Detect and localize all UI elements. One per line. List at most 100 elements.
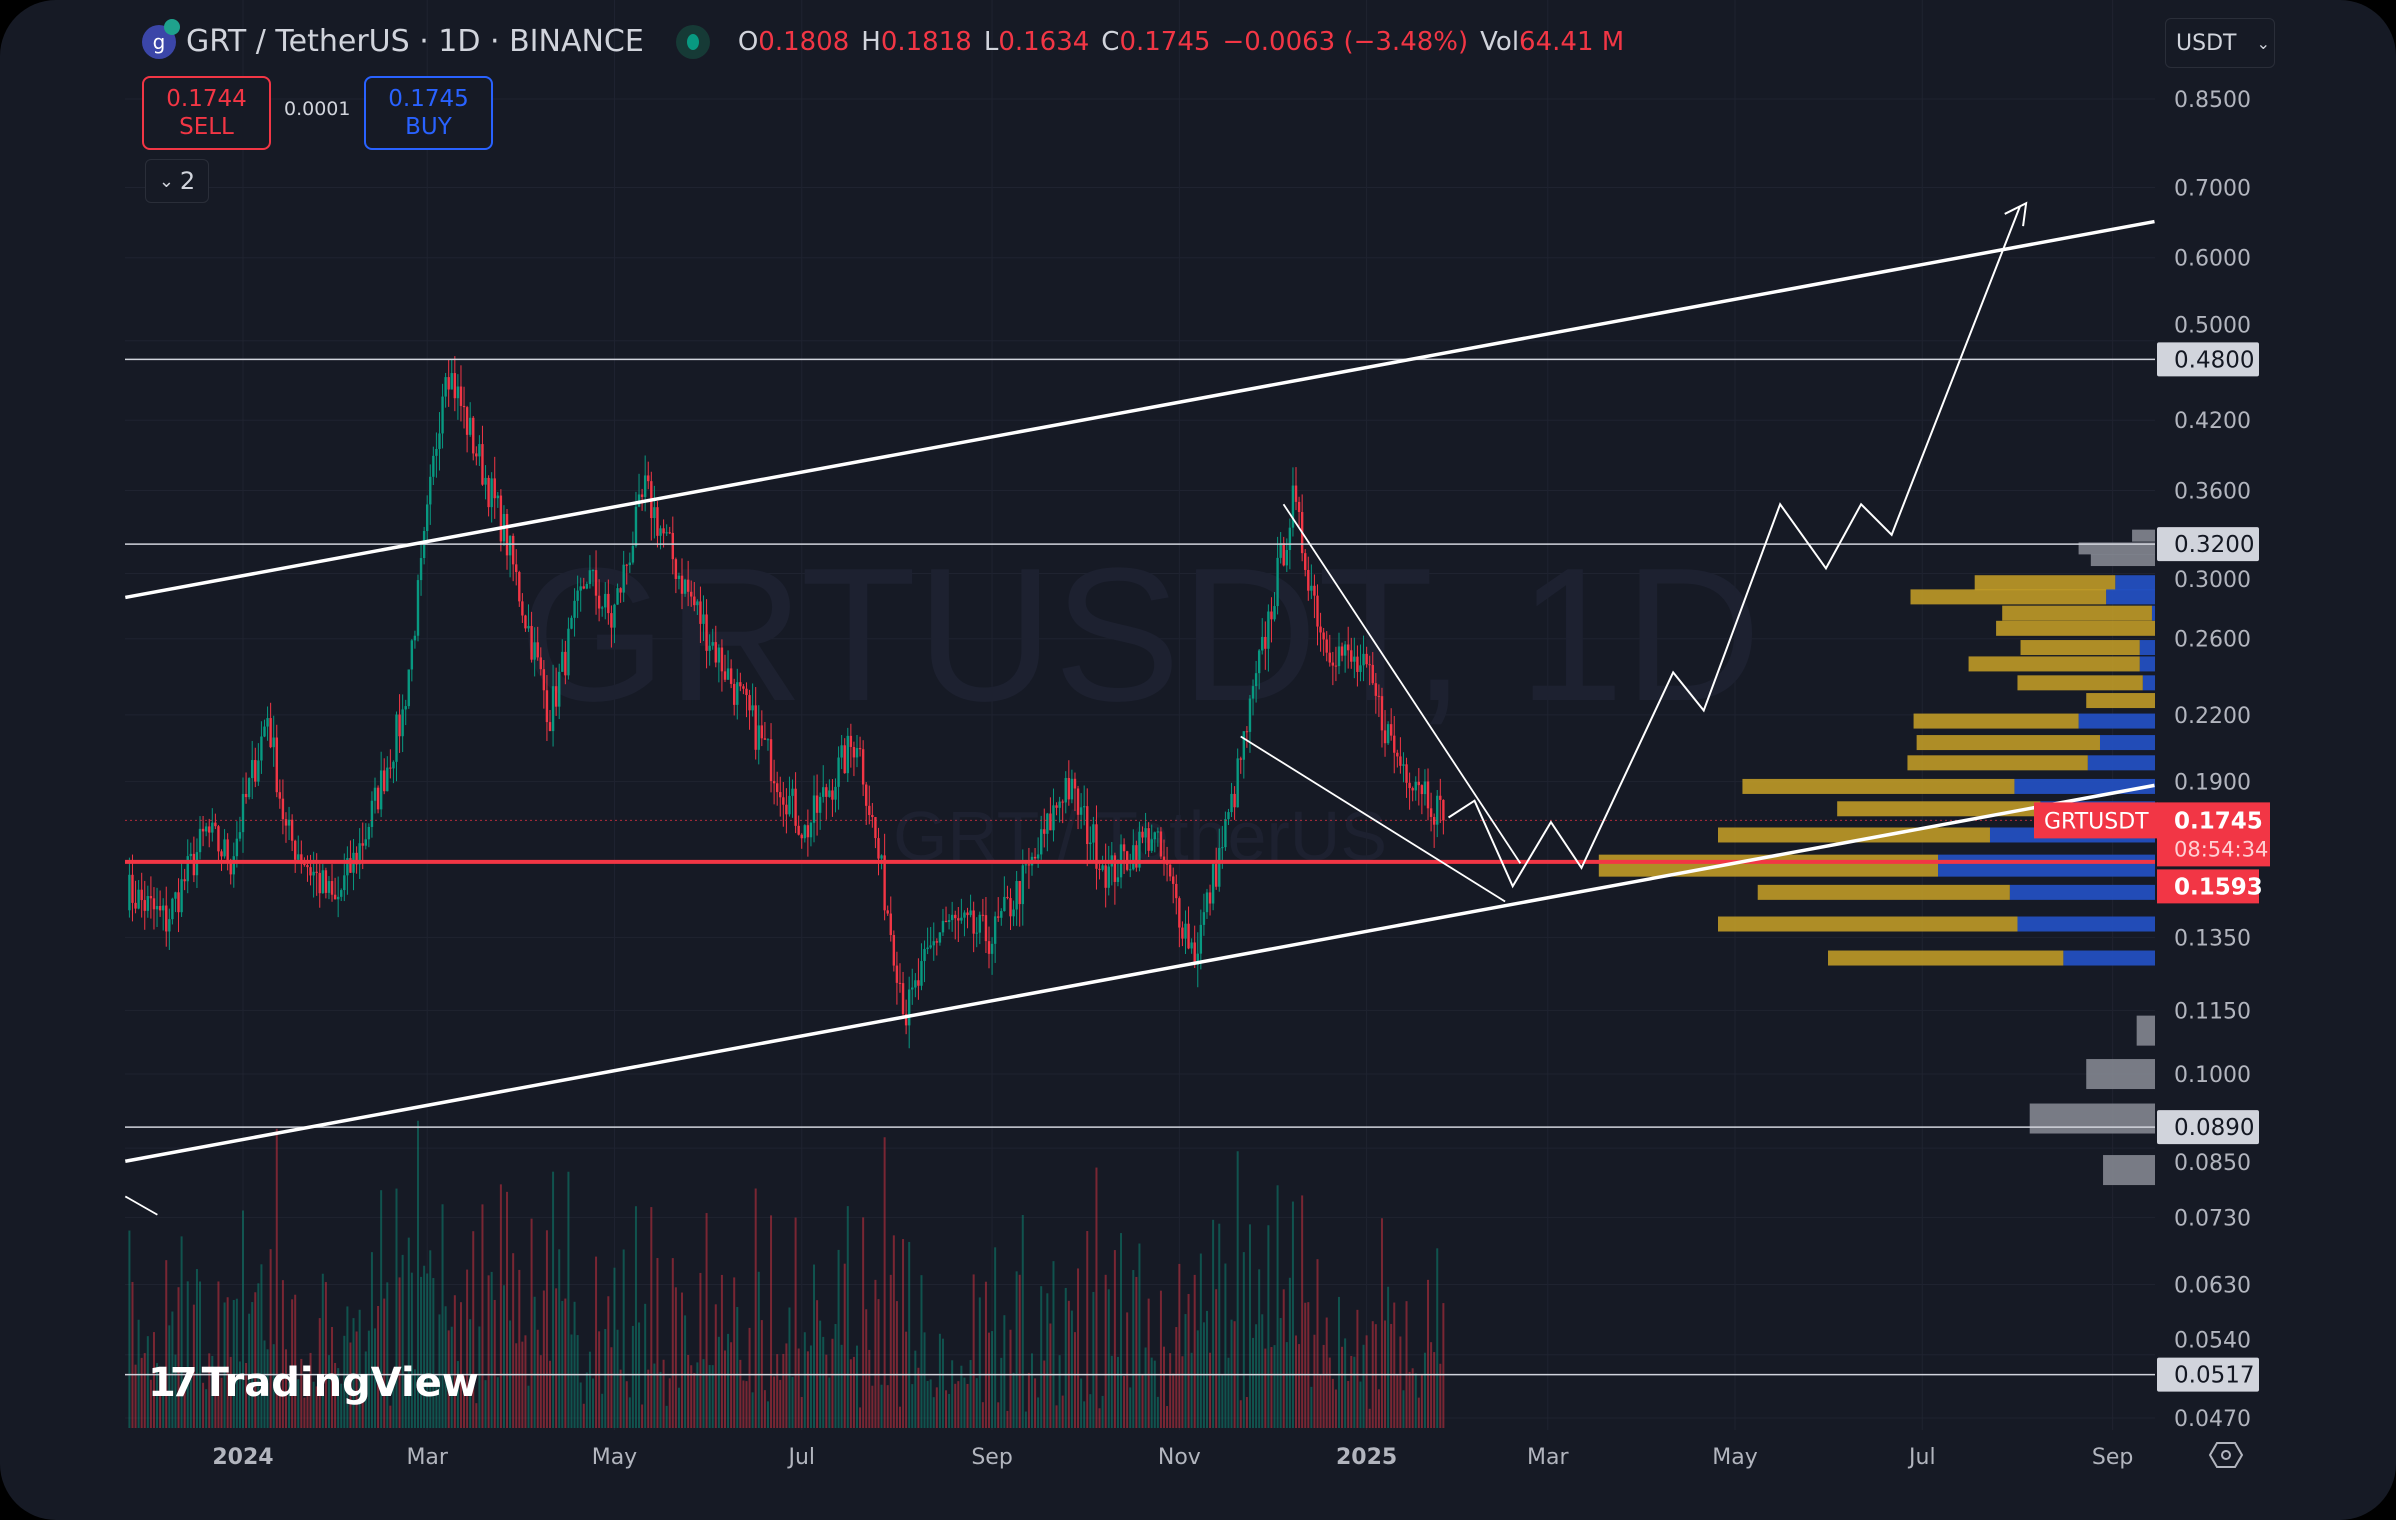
- volume-bar: [1018, 1274, 1021, 1428]
- candle-body: [1328, 652, 1331, 663]
- candle-body: [413, 635, 417, 641]
- channel-lower-line: [124, 783, 2155, 1164]
- profile-bar-down: [2106, 589, 2155, 605]
- candle-body: [1334, 665, 1338, 667]
- candle-body: [1276, 557, 1279, 607]
- grid: [125, 0, 2155, 1430]
- candle-body: [330, 881, 334, 895]
- sell-button[interactable]: 0.1744 SELL: [142, 76, 271, 150]
- candle-body: [1227, 812, 1230, 820]
- volume-bar: [886, 1385, 889, 1428]
- volume-bar: [607, 1296, 610, 1428]
- ohlc-item: −0.0063 (−3.48%): [1222, 27, 1468, 57]
- candle-body: [214, 822, 217, 827]
- volume-bar: [908, 1241, 911, 1428]
- candle-body: [775, 783, 779, 793]
- level-price-tag: [2157, 527, 2259, 562]
- candle-body: [585, 583, 589, 589]
- profile-bar-down: [2017, 916, 2155, 932]
- candle-body: [1282, 543, 1285, 566]
- volume-bar: [1316, 1259, 1319, 1428]
- volume-bar: [146, 1336, 149, 1428]
- volume-bar: [232, 1300, 235, 1428]
- buy-button[interactable]: 0.1745 BUY: [364, 76, 493, 150]
- market-status-icon[interactable]: [675, 24, 710, 59]
- candle-body: [407, 669, 410, 707]
- time-tick-label: 2024: [212, 1445, 273, 1470]
- volume-bar: [561, 1300, 564, 1428]
- candle-body: [975, 932, 978, 934]
- candle-body: [576, 590, 579, 601]
- volume-bar: [195, 1269, 198, 1428]
- logo-letter: g: [152, 29, 166, 54]
- volume-bar: [223, 1302, 226, 1428]
- volume-bar: [521, 1341, 524, 1428]
- candle-body: [966, 912, 969, 916]
- tradingview-logo[interactable]: 17 TradingView: [148, 1360, 479, 1406]
- candle-body: [1230, 793, 1233, 813]
- candle-body: [779, 792, 782, 798]
- volume-bar: [229, 1356, 232, 1428]
- volume-bar: [208, 1353, 211, 1428]
- candle-body: [183, 879, 186, 882]
- candle-body: [1208, 892, 1212, 904]
- volume-bar: [1301, 1195, 1304, 1428]
- volume-bar: [1430, 1342, 1433, 1428]
- volume-bar: [1350, 1355, 1353, 1428]
- candle-body: [628, 562, 632, 566]
- chart-settings-icon[interactable]: [2208, 1440, 2244, 1470]
- volume-bar: [549, 1360, 551, 1428]
- volume-bar: [1227, 1357, 1230, 1428]
- wedge-lower-line: [1240, 735, 1506, 903]
- candle-body: [278, 792, 282, 799]
- volume-bar: [846, 1206, 849, 1428]
- volume-bar: [834, 1323, 837, 1428]
- volume-bar: [604, 1329, 607, 1428]
- watermark: GRTUSDT, 1D: [519, 529, 1761, 741]
- candle-body: [904, 1014, 908, 1026]
- candle-body: [389, 767, 392, 769]
- candle-body: [1337, 646, 1341, 667]
- profile-bar-up: [1974, 575, 2116, 591]
- candle-body: [524, 615, 527, 629]
- profile-bar-up: [1717, 916, 2018, 932]
- candle-body: [1362, 653, 1365, 666]
- candle-body: [1190, 942, 1193, 949]
- volume-bar: [981, 1402, 984, 1428]
- time-tick-label: Jul: [1907, 1445, 1936, 1470]
- volume-bar: [1138, 1243, 1141, 1428]
- volume-bar: [573, 1301, 576, 1428]
- candle-body: [1353, 656, 1356, 662]
- volume-bar: [423, 1265, 426, 1428]
- candle-body: [837, 757, 840, 787]
- volume-bar: [143, 1353, 146, 1428]
- volume-bar: [1034, 1378, 1037, 1428]
- volume-bar: [659, 1371, 662, 1428]
- volume-bar: [1089, 1394, 1092, 1428]
- volume-bar: [1298, 1344, 1301, 1428]
- volume-bar: [816, 1300, 819, 1428]
- candle-body: [754, 705, 757, 750]
- candle-body: [1193, 942, 1196, 965]
- indicators-toggle-button[interactable]: ⌄ 2: [145, 159, 209, 203]
- volume-bar: [186, 1281, 189, 1428]
- volume-bar: [1083, 1401, 1086, 1428]
- volume-bar: [1417, 1397, 1420, 1428]
- volume-bar: [825, 1354, 828, 1428]
- candle-body: [484, 477, 487, 485]
- candle-body: [895, 965, 899, 983]
- candle-body: [1285, 550, 1288, 566]
- candle-body: [128, 874, 131, 911]
- candle-body: [594, 570, 598, 596]
- candle-body: [475, 453, 478, 457]
- volume-bar: [441, 1204, 444, 1428]
- candle-body: [582, 586, 585, 589]
- currency-select[interactable]: USDT ⌄: [2165, 18, 2275, 68]
- volume-bar: [929, 1379, 932, 1428]
- symbol-title[interactable]: GRT / TetherUS · 1D · BINANCE: [186, 24, 644, 59]
- candle-body: [490, 478, 493, 508]
- volume-bar: [773, 1376, 776, 1428]
- volume-bar: [220, 1377, 223, 1428]
- volume-bar: [1104, 1274, 1107, 1428]
